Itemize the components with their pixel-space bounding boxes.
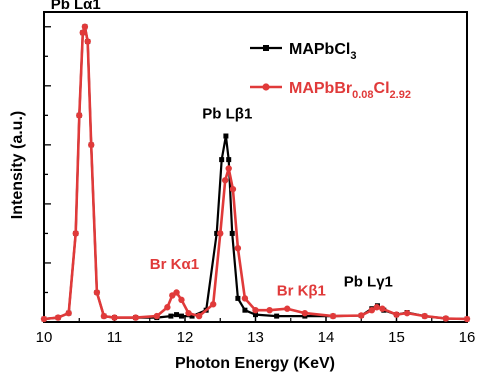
x-tick-label: 14 [318,329,335,346]
data-point [225,165,232,172]
legend-entry-mapbbr: MAPbBr0.08Cl2.92 [250,80,411,101]
data-point [111,314,118,321]
data-point [274,313,280,319]
series-line [43,25,468,321]
data-point [185,309,192,317]
legend: MAPbCl3 MAPbBr0.08Cl2.92 [250,41,411,101]
data-point [442,315,450,322]
data-point [242,307,248,313]
annotation-pb-lg1: Pb Lγ1 [344,274,393,291]
data-point [178,296,185,304]
data-point [329,312,337,320]
data-point [174,312,180,318]
data-point [76,112,83,119]
annotation-pb-lb1: Pb Lβ1 [202,105,252,122]
annotation-br-ka1: Br Kα1 [150,256,199,273]
data-point [223,133,229,139]
data-point [65,309,72,317]
data-point [241,295,249,302]
data-point [214,230,220,236]
data-point [178,313,184,319]
data-point [403,309,411,317]
data-point [164,304,171,311]
data-point [40,315,48,323]
data-point [88,141,95,149]
data-point [72,230,79,237]
data-point [234,244,242,252]
data-point [93,289,101,296]
y-axis-label: Intensity (a.u.) [9,111,26,219]
data-point [132,314,139,321]
data-point [210,301,217,308]
legend-swatch-marker [262,83,270,91]
data-point [226,157,232,163]
series-1 [40,23,471,323]
data-point [195,312,203,320]
data-point [168,313,174,319]
data-point [421,312,428,320]
data-point [463,315,471,323]
data-point [373,304,380,311]
data-point [153,312,160,320]
annotations: Pb Lα1 Pb Lβ1 Br Kα1 Br Kβ1 Pb Lγ1 [51,0,393,299]
legend-swatch-marker [263,45,269,51]
data-point [253,312,258,318]
series-layer [40,23,471,323]
data-point [81,23,89,30]
data-point [266,306,273,314]
x-tick-label: 13 [247,329,264,346]
data-point [284,305,291,312]
data-point [100,312,108,320]
annotation-pb-la1: Pb Lα1 [51,0,101,13]
axes: 10 11 12 13 14 15 16 [36,11,476,346]
data-point [379,305,386,312]
x-tick-label: 11 [107,329,123,346]
data-point [54,314,62,321]
legend-label: MAPbBr0.08Cl2.92 [289,80,411,101]
legend-label: MAPbCl3 [289,41,356,62]
series-0 [41,24,470,322]
data-point [368,306,376,314]
x-tick-label: 10 [36,329,53,346]
data-point [301,309,309,317]
x-tick-label: 12 [177,329,194,346]
data-point [229,230,235,236]
data-point [358,312,365,319]
data-point [217,230,224,237]
data-point [173,289,180,296]
data-point [79,29,86,36]
series-line [43,25,468,321]
data-point [221,177,229,184]
annotation-br-kb1: Br Kβ1 [277,282,326,299]
data-point [393,311,400,318]
data-point [252,306,259,314]
plot-frame [43,11,468,323]
data-point [219,157,225,163]
data-point [84,38,91,45]
data-point [229,185,237,193]
x-tick-label: 15 [388,329,405,346]
data-point [235,295,241,301]
x-tick-label: 16 [459,329,476,346]
data-point [189,313,195,319]
x-axis-label: Photon Energy (KeV) [175,355,335,372]
legend-entry-mapbcl3: MAPbCl3 [250,41,356,62]
